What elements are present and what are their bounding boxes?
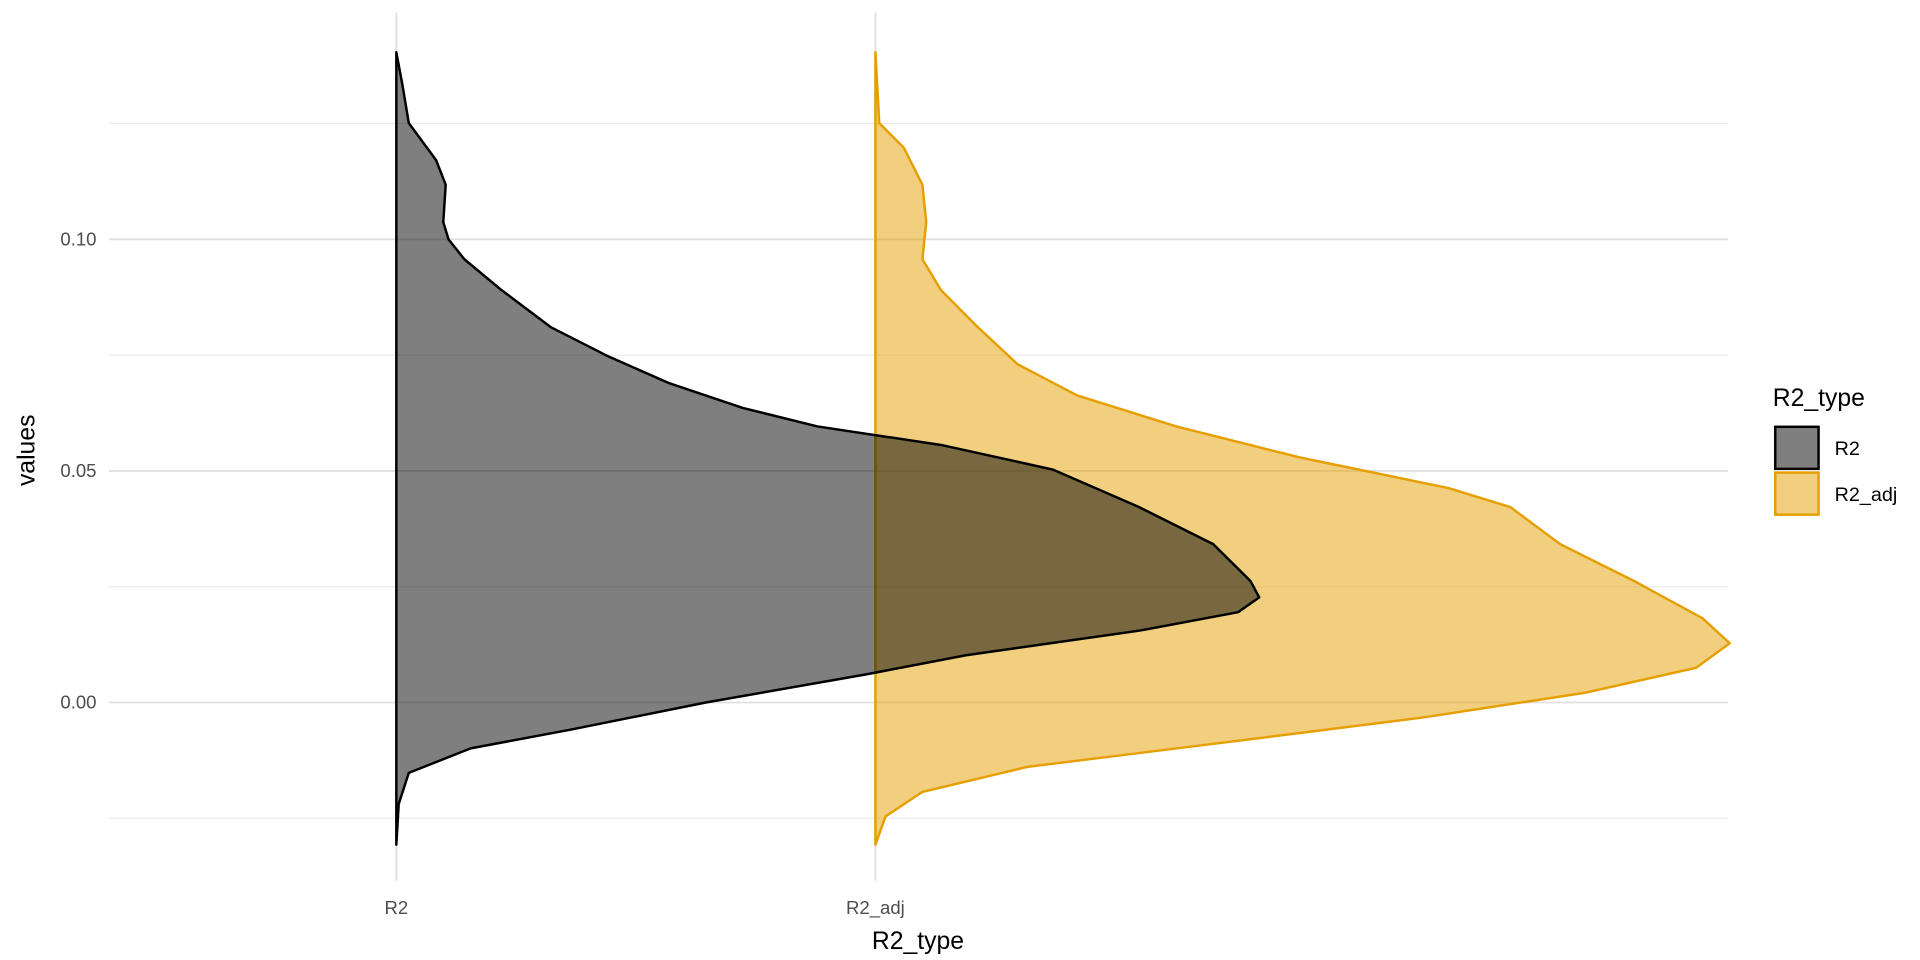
violin	[395, 50, 1261, 846]
y-tick-label: 0.05	[60, 460, 96, 481]
y-tick-label: 0.00	[60, 692, 96, 713]
marks	[395, 50, 1731, 846]
x-tick-label: R2	[384, 897, 408, 918]
x-axis-title: R2_type	[872, 928, 964, 955]
x-tick-label: R2_adj	[846, 897, 905, 919]
legend-title: R2_type	[1773, 385, 1865, 412]
legend-label: R2	[1835, 438, 1860, 460]
legend-key	[1774, 471, 1820, 516]
y-tick-label: 0.10	[60, 229, 96, 250]
y-axis-title: values	[14, 415, 41, 487]
violin	[874, 50, 1731, 846]
legend-key	[1774, 425, 1820, 471]
labels: 0.00 0.05 0.10 R2 R2_adj	[60, 229, 904, 920]
legend: R2 R2_adj	[1774, 425, 1898, 516]
legend-label: R2_adj	[1835, 484, 1898, 506]
